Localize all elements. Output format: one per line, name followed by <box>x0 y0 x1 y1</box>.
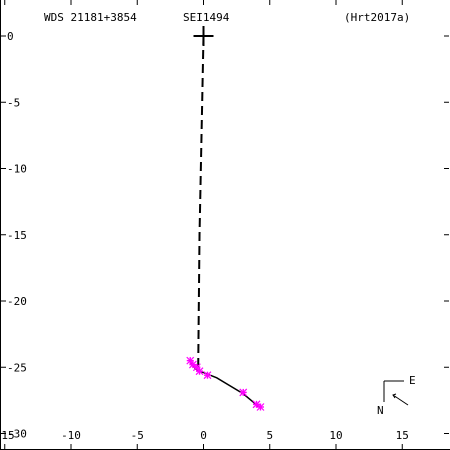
x-tick-label: 5 <box>266 429 273 442</box>
x-tick-label: 10 <box>329 429 342 442</box>
observation-mark-d2 <box>192 363 201 372</box>
y-tick-label: -10 <box>7 163 27 176</box>
y-tick-label: -15 <box>7 229 27 242</box>
compass-rose: E N <box>377 374 416 417</box>
x-tick-label: 0 <box>200 429 207 442</box>
x-tick-label: -10 <box>61 429 81 442</box>
y-tick-label: -5 <box>7 96 20 109</box>
connector-dashed-line <box>197 35 205 368</box>
discoverer-label: SEI1494 <box>183 11 230 24</box>
observation-mark-d2 <box>186 356 195 365</box>
y-tick-label: 0 <box>7 30 14 43</box>
y-tick-label: -30 <box>7 428 27 441</box>
direction-arrow-icon <box>392 394 409 406</box>
arrowhead-icon <box>392 393 397 399</box>
observation-point <box>195 367 204 376</box>
wds-id-label: WDS 21181+3854 <box>44 11 137 24</box>
observation-mark-d2 <box>188 360 197 369</box>
observation-point <box>203 371 212 380</box>
reference-label: (Hrt2017a) <box>344 11 410 24</box>
observation-mark-d2 <box>256 403 265 411</box>
y-tick-label: -20 <box>7 295 27 308</box>
primary-star-marker <box>193 26 214 46</box>
compass-east-label: E <box>409 374 416 387</box>
observation-point <box>256 403 265 411</box>
x-tick-label: -5 <box>131 429 144 442</box>
observation-point <box>239 388 248 397</box>
x-tick-label: -15 <box>0 429 15 442</box>
compass-north-label: N <box>377 404 384 417</box>
y-tick-label: -25 <box>7 361 27 374</box>
data-series <box>186 26 265 411</box>
x-tick-label: 15 <box>396 429 409 442</box>
observation-mark-d2 <box>203 371 212 380</box>
observation-mark-d2 <box>252 400 261 409</box>
observation-mark-d2 <box>239 388 248 397</box>
observation-mark-d2 <box>195 367 204 376</box>
